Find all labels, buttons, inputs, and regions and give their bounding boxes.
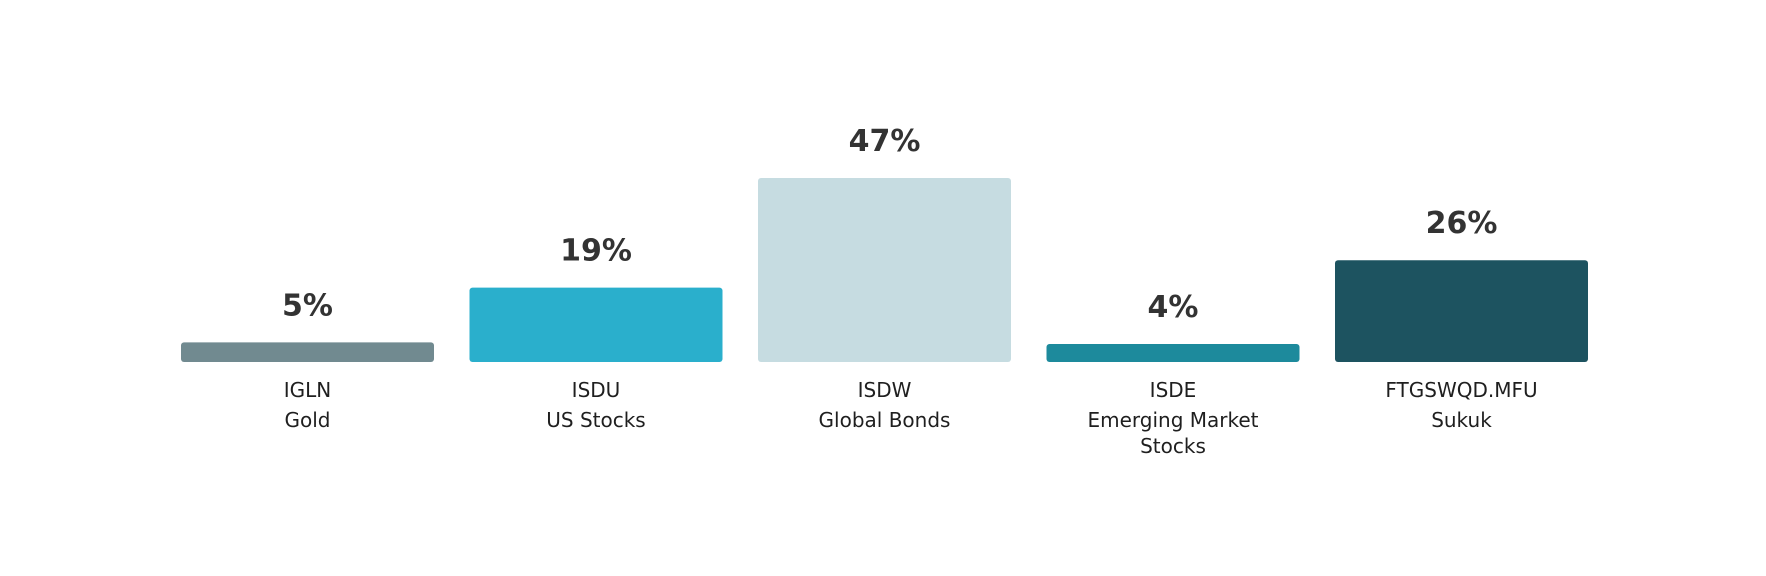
asset-name-label: Emerging Market [1087, 408, 1258, 432]
value-label: 26% [1426, 206, 1498, 241]
asset-name-label: Global Bonds [819, 408, 951, 432]
bars-group [181, 178, 1588, 362]
ticker-label: IGLN [284, 378, 332, 402]
value-label: 19% [560, 234, 632, 269]
asset-name-label: Sukuk [1431, 408, 1492, 432]
ticker-label: ISDW [858, 378, 912, 402]
category-labels-group: IGLN Gold ISDU US Stocks ISDW Global Bonds ISD… [284, 378, 1538, 458]
bar-isdw [758, 178, 1011, 362]
asset-name-label: US Stocks [546, 408, 645, 432]
value-label: 47% [849, 124, 921, 159]
value-label: 5% [282, 288, 333, 323]
asset-name-label: Stocks [1140, 434, 1206, 458]
ticker-label: ISDU [572, 378, 621, 402]
bar-isde [1046, 344, 1300, 362]
ticker-label: ISDE [1150, 378, 1197, 402]
asset-name-label: Gold [285, 408, 331, 432]
bar-isdu [469, 287, 723, 362]
value-label: 4% [1148, 290, 1199, 325]
ticker-label: FTGSWQD.MFU [1385, 378, 1537, 402]
bar-ftgswqd-mfu [1335, 260, 1588, 362]
bar-igln [181, 342, 434, 362]
value-labels-group: 5% 19% 47% 4% 26% [282, 124, 1497, 325]
